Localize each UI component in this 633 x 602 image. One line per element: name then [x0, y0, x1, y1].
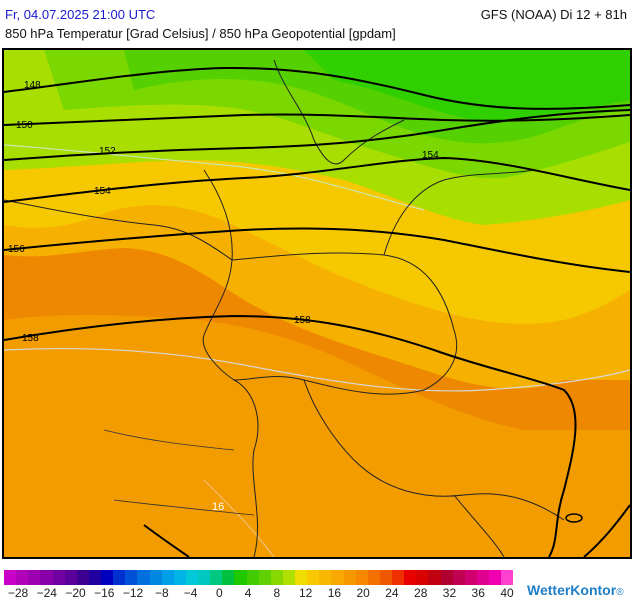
isotherm-label: 16 [212, 501, 224, 513]
colorbar-swatch [137, 570, 150, 585]
colorbar-swatch [258, 570, 271, 585]
colorbar-swatch [101, 570, 114, 585]
contour-148 [4, 66, 630, 110]
colorbar-swatch [28, 570, 41, 585]
contour-label: 158 [22, 333, 39, 344]
colorbar-tick-label: −20 [65, 586, 86, 600]
colorbar-swatch [489, 570, 502, 585]
colorbar-swatch [343, 570, 356, 585]
colorbar-swatch [52, 570, 65, 585]
colorbar-tick-label: 16 [327, 586, 342, 600]
colorbar-swatch [125, 570, 138, 585]
country-border [202, 169, 259, 557]
colorbar-swatch [40, 570, 53, 585]
colorbar-swatch [452, 570, 465, 585]
colorbar-tick-label: 0 [216, 586, 223, 600]
colorbar-swatch [4, 570, 17, 585]
temperature-fill-12-14 [304, 50, 630, 121]
contour-160 [143, 524, 190, 557]
brand-name: WetterKontor [527, 582, 617, 598]
colorbar-swatch [149, 570, 162, 585]
colorbar-swatch [355, 570, 368, 585]
colorbar-swatch [234, 570, 247, 585]
colorbar-tick-label: −24 [36, 586, 57, 600]
colorbar-swatch [416, 570, 429, 585]
colorbar-swatch [392, 570, 405, 585]
colorbar-swatch [222, 570, 235, 585]
colorbar-tick-label: 36 [471, 586, 485, 600]
colorbar-swatch [379, 570, 392, 585]
colorbar-tick-label: −28 [7, 586, 29, 600]
colorbar-tick-labels: −28 −24 −20 −16 −12 −8 −4 0 4 8 12 16 20 24 28 32 36 40 [4, 586, 514, 602]
colorbar-tick-label: 40 [500, 586, 514, 600]
contour-label: 150 [16, 120, 33, 131]
colorbar-swatch [476, 570, 489, 585]
contour-154 [4, 156, 630, 203]
colorbar-swatch [319, 570, 332, 585]
colorbar-tick-label: 20 [356, 586, 370, 600]
contour-158 [4, 314, 577, 557]
colorbar-swatch [282, 570, 295, 585]
wetterkontor-logo: WetterKontor® [527, 582, 624, 598]
brand-suffix: ® [616, 587, 624, 598]
model-run-label: GFS (NOAA) Di 12 + 81h [480, 7, 627, 22]
colorbar-swatch [210, 570, 223, 585]
contour-closed [565, 513, 583, 523]
colorbar-swatch [464, 570, 477, 585]
colorbar-swatch [113, 570, 126, 585]
country-border [103, 429, 255, 516]
contour-label: 154 [422, 150, 439, 161]
colorbar-tick-label: 4 [244, 586, 252, 600]
country-border [453, 494, 505, 557]
colorbar-swatch [404, 570, 417, 585]
colorbar-swatch [331, 570, 344, 585]
isotherm-line [4, 347, 630, 392]
colorbar-swatch [161, 570, 174, 585]
colorbar-swatch [367, 570, 380, 585]
colorbar-swatch [501, 570, 514, 585]
colorbar-tick-label: 12 [298, 586, 313, 600]
contour-label: 148 [24, 80, 41, 91]
colorbar-swatch [246, 570, 259, 585]
contour-150 [4, 113, 630, 126]
contour-152 [4, 109, 630, 161]
country-border [383, 169, 535, 256]
temperature-fill-0-2 [4, 314, 630, 557]
colorbar-tick-label: 28 [414, 586, 428, 600]
colorbar-swatch [173, 570, 186, 585]
colorbar-swatch [76, 570, 89, 585]
contour-156 [4, 227, 630, 273]
colorbar-swatch [295, 570, 308, 585]
colorbar-swatch [16, 570, 29, 585]
chart-subtitle: 850 hPa Temperatur [Grad Celsius] / 850 … [5, 26, 396, 41]
colorbar-tick-label: 24 [385, 586, 399, 600]
colorbar-tick-label: −16 [94, 586, 115, 600]
coastline [4, 199, 233, 261]
colorbar-swatch [88, 570, 101, 585]
temperature-colorbar [4, 570, 514, 585]
weather-map: 16 148 150 152 154 156 158 154 158 [2, 48, 632, 559]
contour-label: 158 [294, 315, 311, 326]
colorbar-swatch [428, 570, 441, 585]
colorbar-tick-label: −12 [122, 586, 144, 600]
colorbar-tick-label: −8 [154, 586, 169, 600]
forecast-datetime: Fr, 04.07.2025 21:00 UTC [5, 7, 156, 22]
colorbar-swatch [185, 570, 198, 585]
colorbar-swatch [307, 570, 320, 585]
colorbar-swatch [440, 570, 453, 585]
contour-160 [583, 504, 630, 557]
isotherm-line [4, 144, 425, 211]
colorbar-tick-label: −4 [183, 586, 198, 600]
colorbar-tick-label: 32 [442, 586, 457, 600]
colorbar-swatch [270, 570, 283, 585]
contour-label: 154 [94, 186, 111, 197]
colorbar-tick-label: 8 [273, 586, 281, 600]
isotherm-line [203, 479, 275, 557]
colorbar-swatch [198, 570, 211, 585]
coastline [273, 59, 405, 165]
country-border [303, 379, 565, 521]
contour-label: 156 [8, 244, 25, 255]
contour-label: 152 [99, 146, 116, 157]
colorbar-swatch [64, 570, 77, 585]
